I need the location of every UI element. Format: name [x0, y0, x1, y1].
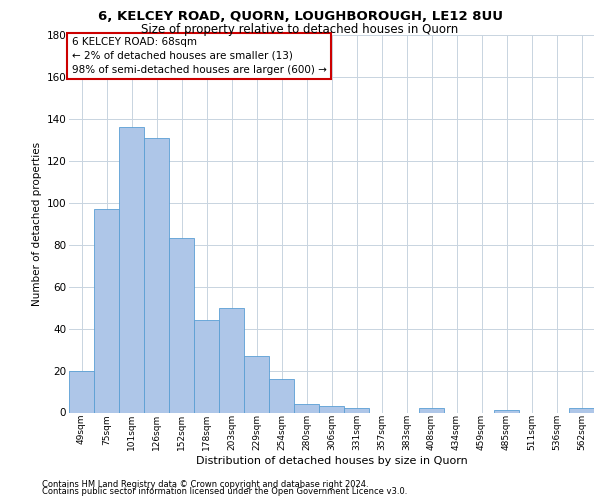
- Bar: [244, 356, 269, 412]
- Bar: [319, 406, 344, 412]
- X-axis label: Distribution of detached houses by size in Quorn: Distribution of detached houses by size …: [196, 456, 467, 466]
- Y-axis label: Number of detached properties: Number of detached properties: [32, 142, 43, 306]
- Text: 6, KELCEY ROAD, QUORN, LOUGHBOROUGH, LE12 8UU: 6, KELCEY ROAD, QUORN, LOUGHBOROUGH, LE1…: [97, 10, 503, 23]
- Bar: [219, 308, 244, 412]
- Bar: [494, 410, 519, 412]
- Text: 6 KELCEY ROAD: 68sqm
← 2% of detached houses are smaller (13)
98% of semi-detach: 6 KELCEY ROAD: 68sqm ← 2% of detached ho…: [71, 37, 326, 75]
- Bar: [94, 209, 119, 412]
- Bar: [119, 128, 144, 412]
- Bar: [169, 238, 194, 412]
- Bar: [419, 408, 444, 412]
- Bar: [194, 320, 219, 412]
- Bar: [144, 138, 169, 412]
- Bar: [269, 379, 294, 412]
- Bar: [344, 408, 369, 412]
- Bar: [569, 408, 594, 412]
- Bar: [69, 370, 94, 412]
- Text: Size of property relative to detached houses in Quorn: Size of property relative to detached ho…: [142, 22, 458, 36]
- Text: Contains public sector information licensed under the Open Government Licence v3: Contains public sector information licen…: [42, 487, 407, 496]
- Text: Contains HM Land Registry data © Crown copyright and database right 2024.: Contains HM Land Registry data © Crown c…: [42, 480, 368, 489]
- Bar: [294, 404, 319, 412]
